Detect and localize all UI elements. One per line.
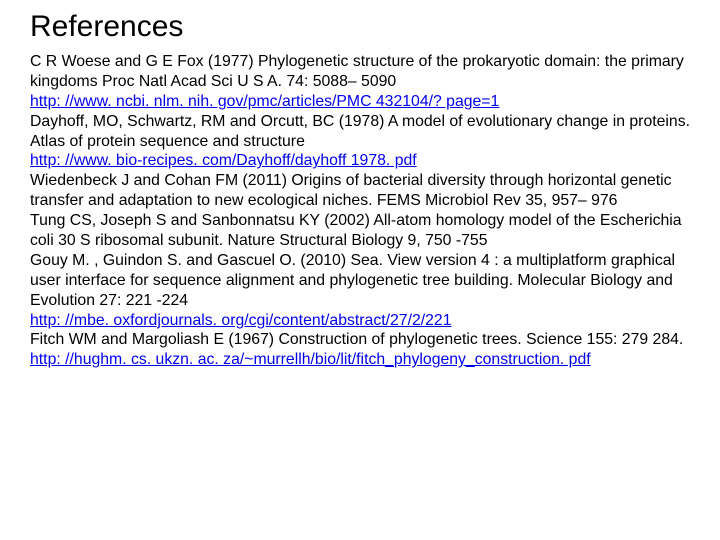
ref-text: Wiedenbeck J and Cohan FM (2011) Origins…	[30, 171, 690, 211]
ref-text: C R Woese and G E Fox (1977) Phylogeneti…	[30, 52, 690, 92]
page-title: References	[30, 10, 690, 44]
ref-text: Gouy M. , Guindon S. and Gascuel O. (201…	[30, 251, 690, 311]
ref-link[interactable]: http: //mbe. oxfordjournals. org/cgi/con…	[30, 312, 452, 329]
ref-text: Fitch WM and Margoliash E (1967) Constru…	[30, 330, 690, 350]
slide: References C R Woese and G E Fox (1977) …	[0, 0, 720, 540]
ref-link[interactable]: http: //www. bio-recipes. com/Dayhoff/da…	[30, 152, 417, 169]
ref-link[interactable]: http: //hughm. cs. ukzn. ac. za/~murrell…	[30, 351, 591, 368]
references-body: C R Woese and G E Fox (1977) Phylogeneti…	[30, 52, 690, 370]
ref-link[interactable]: http: //www. ncbi. nlm. nih. gov/pmc/art…	[30, 93, 499, 110]
ref-text: Dayhoff, MO, Schwartz, RM and Orcutt, BC…	[30, 112, 690, 152]
ref-text: Tung CS, Joseph S and Sanbonnatsu KY (20…	[30, 211, 690, 251]
